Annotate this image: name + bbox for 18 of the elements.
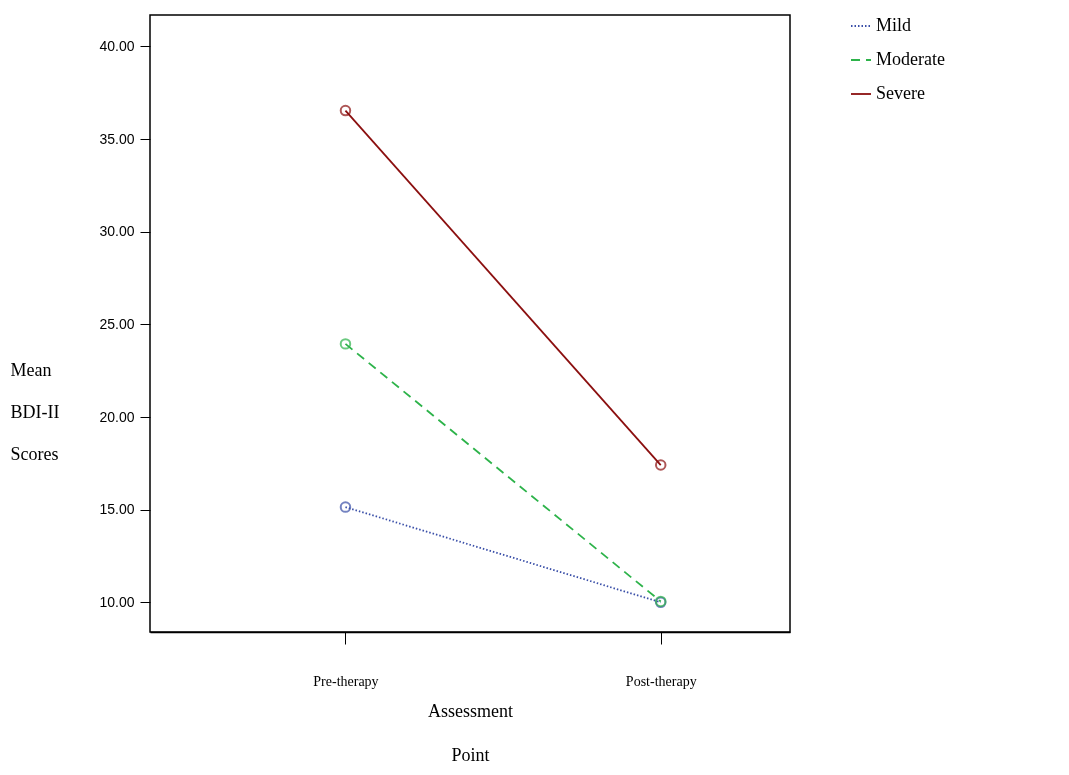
legend-label: Moderate [876, 49, 945, 69]
y-tick-label: 10.00 [99, 593, 135, 610]
x-tick-label: Pre-therapy [313, 673, 379, 689]
point [339, 104, 352, 117]
y-tick-label: 15.00 [99, 501, 135, 518]
legend-label: Mild [876, 15, 912, 35]
y-tick-label: 20.00 [99, 408, 135, 425]
legend-label: Severe [876, 83, 925, 103]
point [655, 459, 667, 471]
point [339, 501, 352, 513]
x-tick-label: Post-therapy [625, 673, 697, 689]
y-tick-label: 30.00 [99, 223, 135, 240]
point [339, 338, 352, 350]
text: Assessment Point [428, 700, 513, 765]
text: Mean BDI-II Scores [10, 359, 60, 464]
y-tick-label: 35.00 [99, 130, 135, 147]
y-tick-label: 40.00 [99, 38, 135, 54]
y-tick-label: 25.00 [99, 315, 135, 332]
